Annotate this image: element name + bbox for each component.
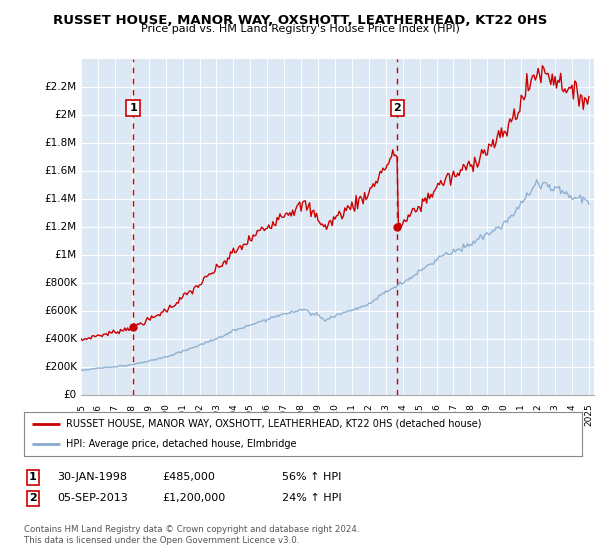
Text: £1M: £1M: [55, 250, 77, 260]
Text: 2002: 2002: [195, 403, 204, 426]
Text: 2020: 2020: [500, 403, 509, 426]
Text: 2017: 2017: [449, 403, 458, 426]
Text: £200K: £200K: [44, 362, 77, 372]
Text: £485,000: £485,000: [162, 472, 215, 482]
Text: 24% ↑ HPI: 24% ↑ HPI: [282, 493, 341, 503]
Text: 2022: 2022: [533, 403, 542, 426]
Text: £1.4M: £1.4M: [45, 194, 77, 204]
Text: 2018: 2018: [466, 403, 475, 426]
Text: 2014: 2014: [398, 403, 407, 426]
Text: RUSSET HOUSE, MANOR WAY, OXSHOTT, LEATHERHEAD, KT22 0HS (detached house): RUSSET HOUSE, MANOR WAY, OXSHOTT, LEATHE…: [66, 419, 481, 429]
Text: 2011: 2011: [347, 403, 356, 426]
Text: £1.6M: £1.6M: [45, 166, 77, 176]
Text: £800K: £800K: [44, 278, 77, 288]
Text: 2001: 2001: [178, 403, 187, 426]
Text: Contains HM Land Registry data © Crown copyright and database right 2024.
This d: Contains HM Land Registry data © Crown c…: [24, 525, 359, 545]
Text: 1995: 1995: [77, 403, 86, 426]
Text: 1999: 1999: [144, 403, 153, 426]
Text: £600K: £600K: [44, 306, 77, 316]
Text: 2024: 2024: [568, 403, 577, 426]
Text: RUSSET HOUSE, MANOR WAY, OXSHOTT, LEATHERHEAD, KT22 0HS: RUSSET HOUSE, MANOR WAY, OXSHOTT, LEATHE…: [53, 14, 547, 27]
Text: 2008: 2008: [296, 403, 305, 426]
Text: 2016: 2016: [432, 403, 441, 426]
Text: 2004: 2004: [229, 403, 238, 426]
Text: £1.8M: £1.8M: [45, 138, 77, 148]
Text: 1998: 1998: [127, 403, 136, 426]
Text: 2015: 2015: [415, 403, 424, 426]
Text: £2M: £2M: [55, 110, 77, 120]
Text: Price paid vs. HM Land Registry's House Price Index (HPI): Price paid vs. HM Land Registry's House …: [140, 24, 460, 34]
Text: 2009: 2009: [314, 403, 323, 426]
Text: 30-JAN-1998: 30-JAN-1998: [57, 472, 127, 482]
Text: 2019: 2019: [483, 403, 492, 426]
Text: 1996: 1996: [94, 403, 103, 426]
Text: 56% ↑ HPI: 56% ↑ HPI: [282, 472, 341, 482]
Text: 2: 2: [394, 103, 401, 113]
Text: 2006: 2006: [263, 403, 272, 426]
Text: 2021: 2021: [517, 403, 526, 426]
Text: 2003: 2003: [212, 403, 221, 426]
Text: 1997: 1997: [110, 403, 119, 426]
Text: 2007: 2007: [280, 403, 289, 426]
Text: 2013: 2013: [381, 403, 390, 426]
Text: £2.2M: £2.2M: [45, 82, 77, 92]
Text: 1: 1: [129, 103, 137, 113]
Text: 2000: 2000: [161, 403, 170, 426]
Text: HPI: Average price, detached house, Elmbridge: HPI: Average price, detached house, Elmb…: [66, 439, 296, 449]
Text: 05-SEP-2013: 05-SEP-2013: [57, 493, 128, 503]
Text: 2025: 2025: [584, 403, 593, 426]
Text: £1,200,000: £1,200,000: [162, 493, 225, 503]
Text: £1.2M: £1.2M: [45, 222, 77, 232]
Text: 2: 2: [29, 493, 37, 503]
Text: 2012: 2012: [364, 403, 373, 426]
Text: £400K: £400K: [44, 334, 77, 344]
Text: £0: £0: [64, 390, 77, 400]
Text: 2005: 2005: [246, 403, 255, 426]
Text: 2010: 2010: [331, 403, 340, 426]
Text: 1: 1: [29, 472, 37, 482]
Text: 2023: 2023: [551, 403, 560, 426]
